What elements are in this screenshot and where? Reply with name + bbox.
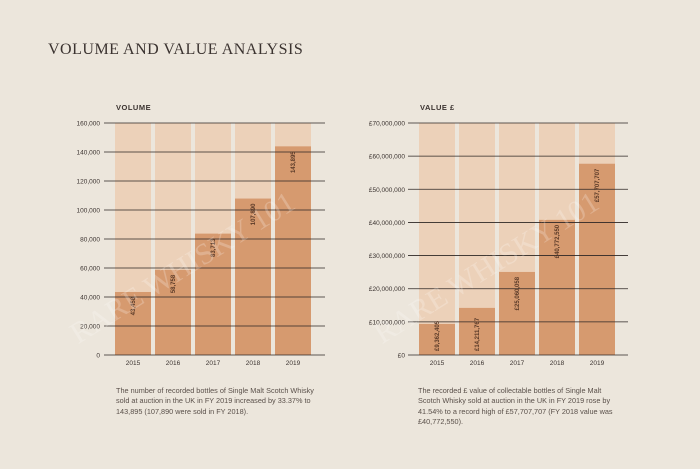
value-value-label-2019: £57,707,707 — [595, 168, 601, 202]
volume-xtick-label: 2018 — [246, 360, 261, 367]
volume-xtick-label: 2015 — [126, 360, 141, 367]
volume-ytick-label: 20,000 — [80, 324, 100, 331]
volume-xtick-label: 2016 — [166, 360, 181, 367]
value-xtick-label: 2018 — [550, 360, 565, 367]
value-ytick-label: £30,000,000 — [369, 253, 406, 260]
value-ytick-label: £0 — [398, 353, 406, 360]
value-xtick-label: 2015 — [430, 360, 445, 367]
volume-bar-2016 — [155, 269, 191, 355]
volume-ytick-label: 80,000 — [80, 237, 100, 244]
volume-value-label-2019: 143,895 — [291, 151, 297, 173]
volume-ytick-label: 40,000 — [80, 295, 100, 302]
volume-value-label-2018: 107,890 — [251, 203, 257, 225]
value-value-label-2016: £14,211,767 — [475, 317, 481, 351]
volume-value-label-2016: 58,758 — [171, 274, 177, 293]
volume-xtick-label: 2017 — [206, 360, 221, 367]
volume-chart-title: VOLUME — [116, 103, 151, 112]
value-chart-title: VALUE £ — [420, 103, 455, 112]
value-caption: The recorded £ value of collectable bott… — [418, 386, 613, 427]
value-ytick-label: £70,000,000 — [369, 121, 406, 128]
volume-value-label-2015: 43,458 — [131, 296, 137, 315]
volume-value-label-2017: 83,713 — [211, 238, 217, 257]
value-bar-2015 — [419, 323, 455, 355]
value-ytick-label: £10,000,000 — [369, 319, 406, 326]
volume-bar-2015 — [115, 291, 151, 355]
volume-ytick-label: 140,000 — [77, 150, 101, 157]
volume-caption: The number of recorded bottles of Single… — [116, 386, 314, 416]
page-title: VOLUME AND VALUE ANALYSIS — [48, 41, 304, 58]
value-ytick-label: £60,000,000 — [369, 154, 406, 161]
value-ytick-label: £20,000,000 — [369, 286, 406, 293]
value-bar-2017 — [499, 271, 535, 355]
volume-ytick-label: 60,000 — [80, 266, 100, 273]
volume-bar-2017 — [195, 233, 231, 355]
value-xtick-label: 2017 — [510, 360, 525, 367]
volume-ytick-label: 160,000 — [77, 121, 101, 128]
volume-ytick-label: 120,000 — [77, 179, 101, 186]
volume-ytick-label: 100,000 — [77, 208, 101, 215]
value-bar-2019 — [579, 163, 615, 355]
value-bar-2018 — [539, 219, 575, 355]
volume-ytick-label: 0 — [96, 353, 100, 360]
value-value-label-2018: £40,772,550 — [555, 224, 561, 258]
value-bar-2016 — [459, 307, 495, 355]
value-column-bg — [419, 123, 455, 355]
volume-bar-2018 — [235, 198, 271, 355]
value-value-label-2017: £25,060,058 — [515, 276, 521, 310]
volume-xtick-label: 2019 — [286, 360, 301, 367]
value-ytick-label: £40,000,000 — [369, 220, 406, 227]
value-xtick-label: 2016 — [470, 360, 485, 367]
value-ytick-label: £50,000,000 — [369, 187, 406, 194]
value-value-label-2015: £9,362,405 — [435, 320, 441, 351]
value-xtick-label: 2019 — [590, 360, 605, 367]
